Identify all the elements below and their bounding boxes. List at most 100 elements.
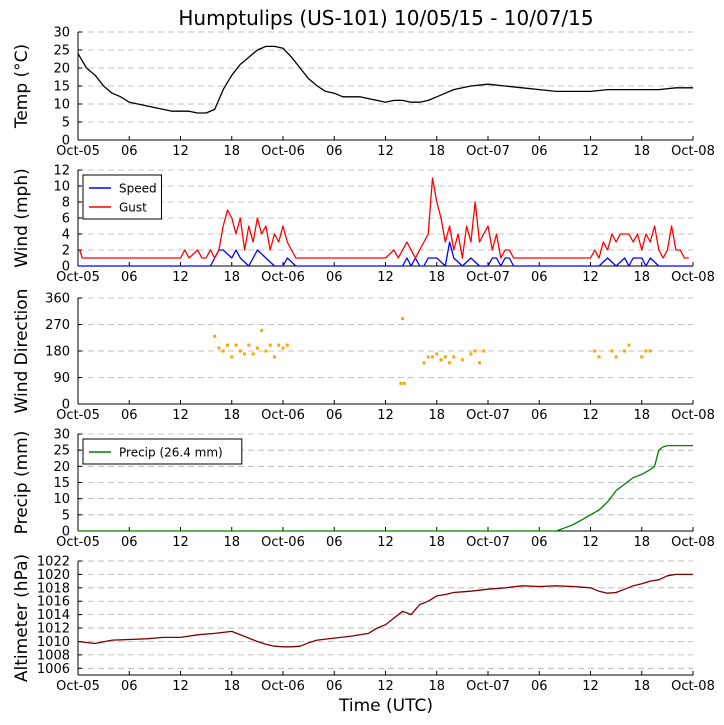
direction-x-tick-label: 06 <box>121 408 138 423</box>
wind-x-tick-label: Oct-05 <box>56 270 100 285</box>
wind-y-tick-label: 0 <box>62 260 70 275</box>
precip-y-tick-label: 30 <box>53 428 70 443</box>
altimeter-y-tick-label: 1016 <box>37 595 70 610</box>
direction-point <box>277 343 281 347</box>
direction-x-tick-label: Oct-07 <box>466 408 510 423</box>
direction-point <box>230 355 234 359</box>
precip-x-tick-label: Oct-06 <box>261 535 305 550</box>
temp-x-tick-label: Oct-05 <box>56 144 100 159</box>
direction-point <box>627 343 631 347</box>
wind-x-tick-label: 12 <box>377 270 394 285</box>
direction-x-tick-label: 18 <box>428 408 445 423</box>
temp-y-tick-label: 0 <box>62 134 70 149</box>
precip-y-tick-label: 0 <box>62 525 70 540</box>
precip-x-tick-label: Oct-05 <box>56 535 100 550</box>
wind-legend-label: Speed <box>119 182 157 196</box>
direction-point <box>597 355 601 359</box>
precip-legend: Precip (26.4 mm) <box>82 438 243 465</box>
wind-x-tick-label: 06 <box>326 270 343 285</box>
x-axis-label: Time (UTC) <box>338 696 433 716</box>
temp-y-tick-label: 5 <box>62 116 70 131</box>
temp-x-tick-label: 18 <box>428 144 445 159</box>
temp-x-tick-label: Oct-08 <box>671 144 715 159</box>
temp-x-tick-label: 06 <box>531 144 548 159</box>
temp-y-tick-label: 15 <box>53 80 70 95</box>
wind-y-tick-label: 4 <box>62 228 70 243</box>
precip-x-tick-label: 12 <box>582 535 599 550</box>
altimeter-y-tick-label: 1018 <box>37 581 70 596</box>
direction-x-tick-label: Oct-08 <box>671 408 715 423</box>
temp-y-tick-label: 25 <box>53 44 70 59</box>
direction-x-tick-label: 18 <box>633 408 650 423</box>
temp-x-tick-label: 18 <box>223 144 240 159</box>
direction-point <box>401 317 405 321</box>
direction-point <box>435 352 439 356</box>
direction-point <box>402 381 406 385</box>
precip-y-tick-label: 15 <box>53 476 70 491</box>
temp-y-tick-label: 30 <box>53 26 70 41</box>
direction-point <box>251 352 255 356</box>
direction-point <box>469 352 473 356</box>
direction-point <box>281 346 285 350</box>
temp-y-tick-label: 10 <box>53 98 70 113</box>
wind-x-tick-label: 06 <box>121 270 138 285</box>
wind-y-tick-label: 2 <box>62 244 70 259</box>
wind-x-tick-label: 06 <box>531 270 548 285</box>
wind-y-tick-label: 10 <box>53 180 70 195</box>
direction-point <box>426 355 430 359</box>
direction-point <box>399 381 403 385</box>
direction-y-tick-label: 90 <box>53 371 70 386</box>
figure-title: Humptulips (US-101) 10/05/15 - 10/07/15 <box>178 6 593 30</box>
direction-point <box>264 349 268 353</box>
temp-series-temp <box>77 45 693 114</box>
direction-point <box>238 349 242 353</box>
altimeter-x-tick-label: 12 <box>172 679 189 694</box>
wind-series-speed <box>78 241 693 267</box>
altimeter-x-tick-label: 12 <box>377 679 394 694</box>
direction-point <box>268 343 272 347</box>
wind-y-label: Wind (mph) <box>12 168 32 268</box>
direction-x-tick-label: 06 <box>326 408 343 423</box>
direction-point <box>473 349 477 353</box>
direction-panel: 0 90 180 270 360 Oct-05 06 12 18 Oct-06 06 12 18 Oct-… <box>12 289 715 423</box>
direction-point <box>213 334 217 338</box>
direction-x-tick-label: 18 <box>223 408 240 423</box>
direction-y-tick-label: 180 <box>45 345 70 360</box>
direction-point <box>460 358 464 362</box>
direction-point <box>593 349 597 353</box>
altimeter-x-tick-label: Oct-07 <box>466 679 510 694</box>
wind-x-tick-label: 12 <box>172 270 189 285</box>
direction-x-tick-label: Oct-06 <box>261 408 305 423</box>
direction-point <box>482 349 486 353</box>
direction-point <box>422 361 426 365</box>
precip-series-precip-26-4-mm- <box>78 444 693 532</box>
direction-x-tick-label: 12 <box>582 408 599 423</box>
wind-x-tick-label: Oct-08 <box>671 270 715 285</box>
direction-y-tick-label: 360 <box>45 292 70 307</box>
temp-x-tick-label: 12 <box>582 144 599 159</box>
precip-x-tick-label: 06 <box>121 535 138 550</box>
altimeter-y-tick-label: 1008 <box>37 648 70 663</box>
direction-point <box>439 358 443 362</box>
direction-point <box>644 349 648 353</box>
altimeter-x-tick-label: 06 <box>531 679 548 694</box>
altimeter-x-tick-label: 12 <box>582 679 599 694</box>
direction-point <box>234 343 238 347</box>
precip-y-tick-label: 20 <box>53 460 70 475</box>
wind-legend-box <box>82 174 162 220</box>
precip-y-tick-label: 10 <box>53 492 70 507</box>
direction-point <box>640 355 644 359</box>
direction-point <box>255 346 259 350</box>
altimeter-series-altimeter <box>77 573 693 648</box>
precip-x-tick-label: 06 <box>531 535 548 550</box>
altimeter-y-tick-label: 1012 <box>37 622 70 637</box>
wind-x-tick-label: 18 <box>223 270 240 285</box>
direction-x-tick-label: Oct-05 <box>56 408 100 423</box>
direction-point <box>610 349 614 353</box>
direction-point <box>614 355 618 359</box>
direction-point <box>247 343 251 347</box>
altimeter-y-tick-label: 1020 <box>37 568 70 583</box>
direction-point <box>430 355 434 359</box>
direction-y-label: Wind Direction <box>12 289 32 414</box>
